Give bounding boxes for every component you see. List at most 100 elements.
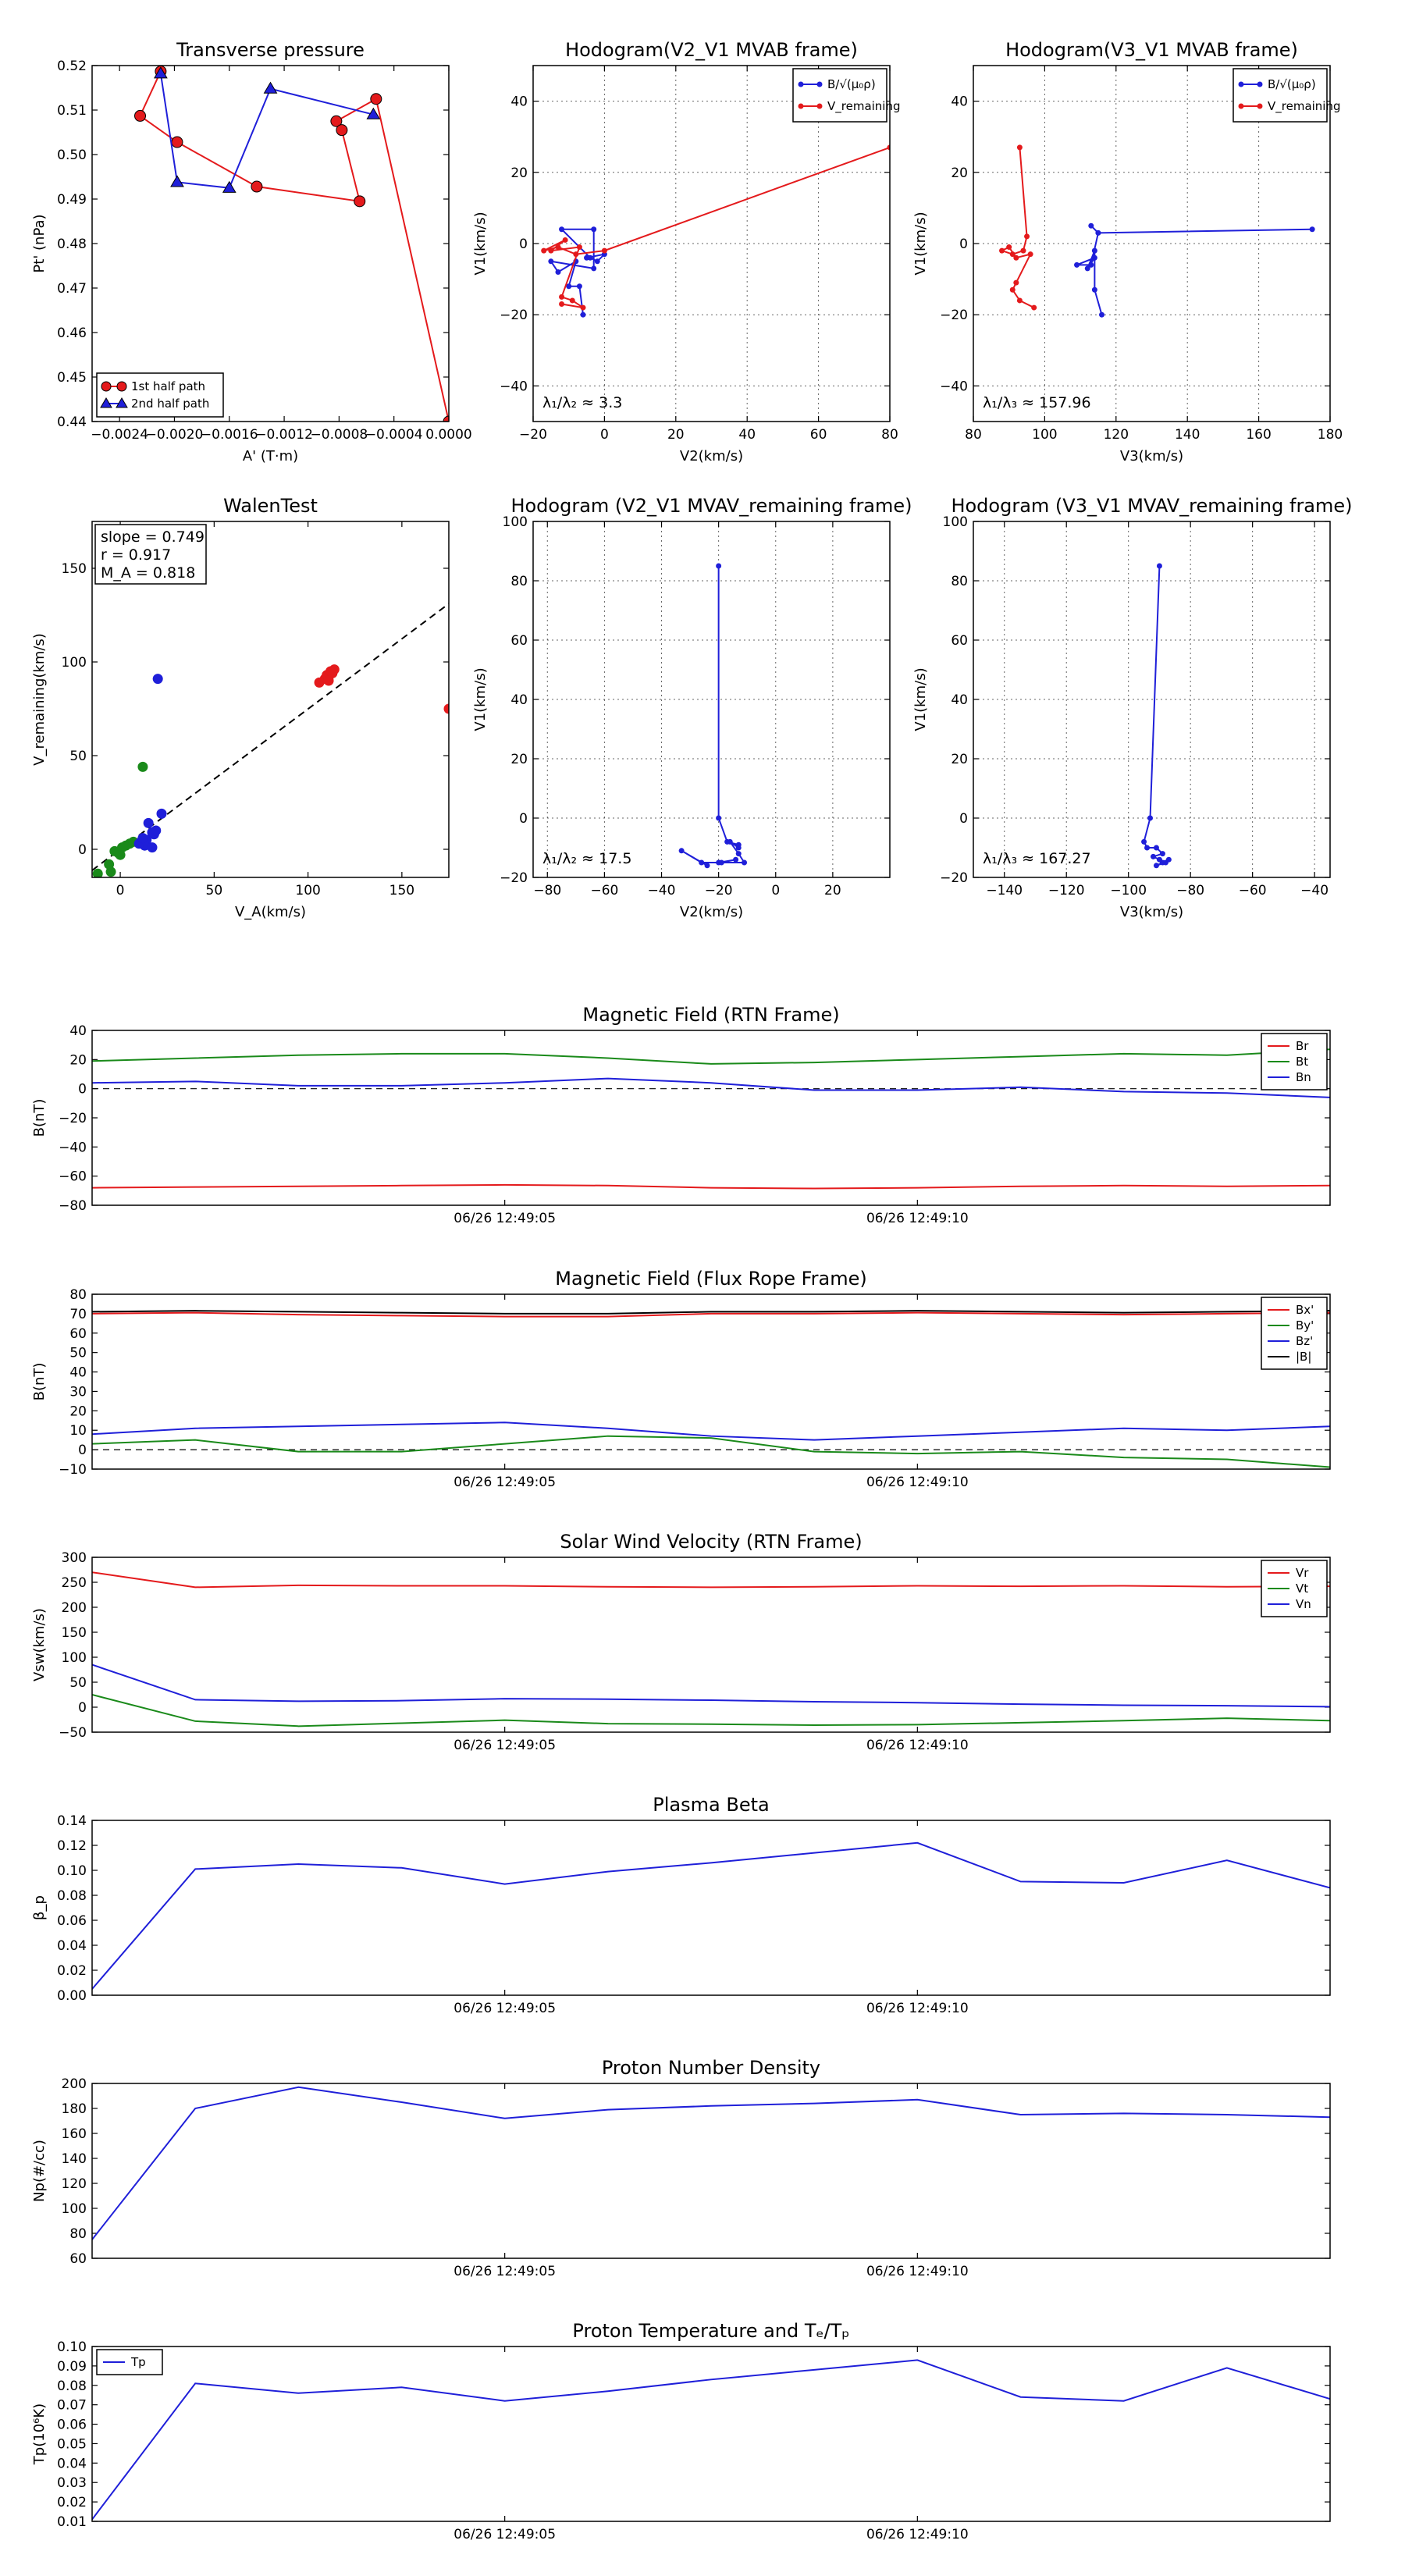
hodogram-v2v1-mvav-ytick-label: 40 [510,692,528,708]
hodogram-v2v1-mvab-series-b-point [584,254,590,261]
proton-temperature-ytick-label: 0.01 [57,2514,87,2530]
walen-test-info-line: M_A = 0.818 [101,564,195,582]
magnetic-field-flux-rope-legend-bx-label: Bx' [1296,1303,1314,1317]
hodogram-v3v1-mvab-series-vremaining-point [1009,251,1016,258]
hodogram-v3v1-mvab-legend-vremaining-label: V_remaining [1268,99,1341,114]
hodogram-v2v1-mvab-series-vremaining-point [555,244,561,251]
hodogram-v3v1-mvab-series-b-point [1309,226,1315,233]
magnetic-field-rtn-ylabel: B(nT) [31,1099,48,1137]
magnetic-field-flux-rope-ytick-label: 30 [69,1384,87,1400]
hodogram-v2v1-mvav-series-vremaining-point [678,848,685,854]
hodogram-v2v1-mvav-data [678,563,748,869]
proton-temperature-ytick-label: 0.08 [57,2379,87,2394]
hodogram-v2v1-mvab-series-b-point [580,311,586,318]
walen-test-info-line: slope = 0.749 [101,528,205,546]
proton-number-density-title: Proton Number Density [602,2057,820,2079]
hodogram-v2v1-mvab-series-b-point [591,265,597,272]
plasma-beta-chart: Plasma Beta 06/26 12:49:05 06/26 12:49:10 0… [31,1794,1331,2016]
solar-wind-velocity-ytick-label: 100 [62,1650,87,1666]
proton-number-density-ytick-label: 100 [62,2201,87,2217]
hodogram-v3v1-mvab-ytick-label: 20 [951,165,968,181]
magnetic-field-flux-rope-ytick-label: 40 [69,1365,87,1381]
magnetic-field-rtn-ytick-label: −80 [59,1198,87,1214]
magnetic-field-rtn-legend-bt-label: Bt [1296,1055,1308,1069]
magnetic-field-rtn-frame [91,1030,1331,1206]
magnetic-field-flux-rope-title: Magnetic Field (Flux Rope Frame) [555,1268,866,1290]
transverse-pressure-xtick-label: −0.0024 [91,427,148,443]
walen-test-ytick-label: 0 [78,842,87,858]
transverse-pressure-series-2ndhalfpath-point [366,107,381,119]
hodogram-v2v1-mvab-series-vremaining-point [580,304,586,311]
transverse-pressure-chart: Transverse pressure −0.0024−0.0020−0.0016… [31,39,472,464]
proton-temperature-ytick-label: 0.09 [57,2359,87,2375]
hodogram-v2v1-mvab-ytick-label: 20 [510,165,528,181]
hodogram-v3v1-mvav-ytick-label: 60 [951,633,968,649]
hodogram-v3v1-mvav-series-vremaining-point [1150,853,1156,859]
magnetic-field-rtn-ytick-label: −20 [59,1111,87,1126]
hodogram-v3v1-mvab-chart: Hodogram(V3_V1 MVAB frame) 80 100 120 140 160… [912,39,1343,464]
hodogram-v3v1-mvab-series-vremaining-point [1031,304,1037,311]
hodogram-v2v1-mvav-series-vremaining-point [742,859,748,866]
hodogram-v2v1-mvav-chart: Hodogram (V2_V1 MVAV_remaining frame) −80… [472,495,912,920]
proton-temperature-legend-tp-label: Tp [130,2355,146,2369]
plasma-beta-ytick-label: 0.14 [57,1813,87,1829]
hodogram-v2v1-mvab-legend-box [792,68,887,123]
hodogram-v2v1-mvab-legend-b-marker [816,81,823,87]
hodogram-v3v1-mvav-frame [973,521,1331,878]
magnetic-field-rtn-chart: Magnetic Field (RTN Frame) 06/26 12:49:05… [31,1004,1331,1226]
hodogram-v2v1-mvav-ytick-label: −20 [500,870,528,886]
hodogram-v2v1-mvav-xtick-label: −80 [533,883,561,898]
walen-test-info-line: r = 0.917 [101,546,171,564]
hodogram-v2v1-mvav-series-vremaining-point [718,859,724,866]
hodogram-v3v1-mvab-eigen-ratio: λ₁/λ₃ ≈ 157.96 [983,394,1091,411]
hodogram-v3v1-mvab-series-vremaining-point [1016,297,1023,304]
solar-wind-velocity-ytick-label: −50 [59,1725,87,1741]
hodogram-v2v1-mvav-series-vremaining-point [716,563,722,569]
hodogram-v3v1-mvav-ytick-label: 100 [943,514,968,530]
magnetic-field-flux-rope-legend-box [1261,1297,1328,1370]
transverse-pressure-series-1sthalfpath-point [354,195,366,208]
plasma-beta-xtick-label: 06/26 12:49:05 [454,2001,556,2016]
solar-wind-velocity-ytick-label: 250 [62,1575,87,1591]
walen-test-series-green-point [92,868,103,877]
walen-test-series-blue-point [147,842,158,853]
transverse-pressure-xtick-label: −0.0012 [255,427,313,443]
hodogram-v2v1-mvab-series-b-point [566,283,572,290]
proton-number-density-ytick-label: 60 [69,2251,87,2267]
transverse-pressure-xtick-label: −0.0020 [146,427,204,443]
hodogram-v2v1-mvab-series-b-point [548,258,554,265]
hodogram-v3v1-mvav-title: Hodogram (V3_V1 MVAV_remaining frame) [951,495,1352,517]
solar-wind-velocity-frame [91,1557,1331,1733]
hodogram-v3v1-mvav-series-vremaining-point [1153,863,1159,869]
walen-test-series-blue-point [152,674,163,685]
magnetic-field-rtn-series-bt-line [92,1048,1330,1065]
transverse-pressure-ytick-label: 0.50 [57,148,87,163]
hodogram-v3v1-mvab-ytick-label: 0 [959,237,968,252]
hodogram-v3v1-mvav-ytick-label: 0 [959,811,968,827]
solar-wind-velocity-series-vr-line [92,1571,1330,1589]
hodogram-v3v1-mvab-series-vremaining-point [999,247,1005,254]
hodogram-v2v1-mvav-eigen-ratio: λ₁/λ₂ ≈ 17.5 [542,850,631,867]
proton-temperature-ytick-label: 0.06 [57,2418,87,2433]
hodogram-v2v1-mvab-ylabel: V1(km/s) [472,212,489,275]
hodogram-v3v1-mvav-ylabel: V1(km/s) [912,667,929,731]
hodogram-v2v1-mvab-series-vremaining-point [569,297,575,304]
hodogram-v2v1-mvav-ytick-label: 0 [519,811,528,827]
magnetic-field-flux-rope-ytick-label: 50 [69,1346,87,1361]
magnetic-field-flux-rope-frame [91,1293,1331,1470]
walen-test-chart: WalenTest 0 50 100 150 0 50 100 150 V_A(km/s) V_re… [31,495,450,920]
magnetic-field-rtn-xtick-label: 06/26 12:49:10 [866,1211,969,1226]
proton-temperature-ytick-label: 0.10 [57,2339,87,2355]
walen-test-xtick-label: 100 [295,883,320,898]
proton-temperature-data [92,2359,1330,2521]
hodogram-v2v1-mvav-series-vremaining-point [704,863,710,869]
transverse-pressure-xtick-label: −0.0016 [201,427,258,443]
walen-test-title: WalenTest [223,495,318,517]
hodogram-v2v1-mvab-series-vremaining-point [559,301,565,308]
hodogram-v3v1-mvab-legend-b-marker [1238,81,1244,87]
proton-number-density-ytick-label: 160 [62,2126,87,2142]
proton-temperature-ytick-label: 0.04 [57,2456,87,2471]
magnetic-field-rtn-ytick-label: −60 [59,1169,87,1185]
walen-test-series-green-point [104,859,115,870]
